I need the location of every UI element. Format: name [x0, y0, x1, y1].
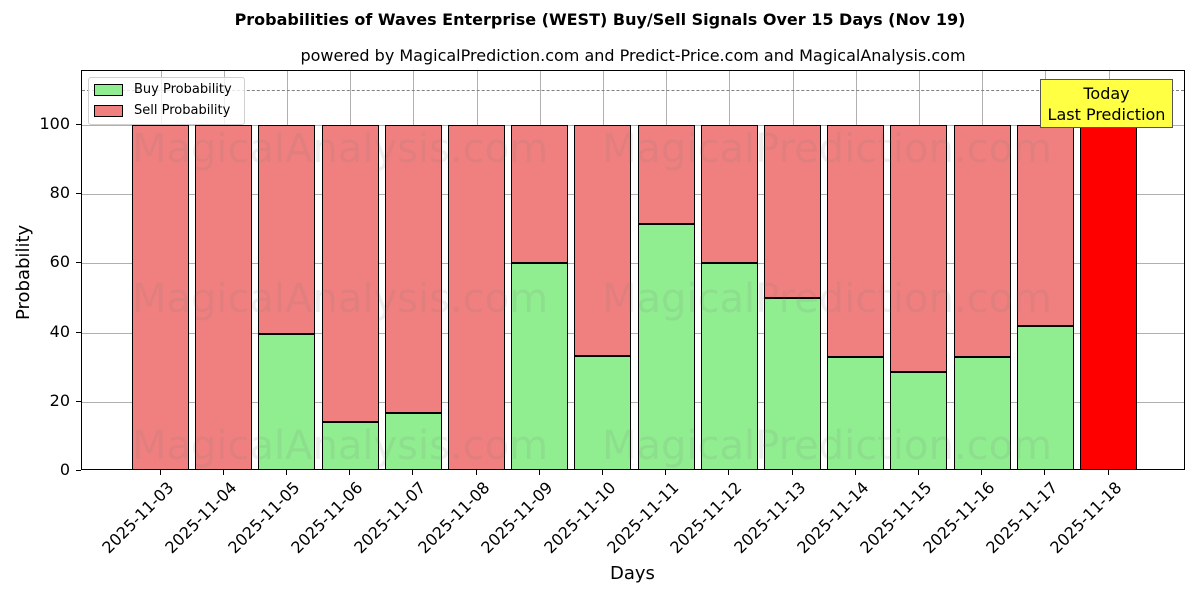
legend-item-buy: Buy Probability: [94, 82, 232, 97]
bar-buy-2025-11-15: [890, 372, 948, 469]
gridline-h: [82, 263, 1184, 265]
bar-sell-2025-11-11: [637, 125, 695, 225]
legend-swatch-buy: [94, 83, 123, 96]
chart-subtitle: powered by MagicalPrediction.com and Pre…: [300, 46, 966, 65]
bar-sell-2025-11-14: [827, 125, 885, 357]
y-tick-mark: [76, 400, 81, 402]
plot-area: MagicalAnalysis.comMagicalPrediction.com…: [81, 70, 1185, 470]
bar-buy-2025-11-16: [953, 356, 1011, 469]
legend-label-sell: Sell Probability: [134, 103, 231, 118]
x-tick-mark: [791, 470, 793, 475]
legend-item-sell: Sell Probability: [94, 103, 230, 118]
bar-buy-2025-11-09: [511, 263, 569, 469]
bar-buy-2025-11-07: [384, 412, 442, 469]
gridline-h: [82, 401, 1184, 403]
bar-sell-2025-11-12: [700, 125, 758, 264]
bar-sell-2025-11-10: [574, 125, 632, 356]
y-tick-mark: [76, 470, 81, 471]
bar-sell-2025-11-07: [384, 125, 442, 413]
bar-sell-2025-11-05: [258, 125, 316, 334]
x-tick-mark: [601, 470, 603, 475]
bar-buy-2025-11-05: [258, 333, 316, 469]
x-tick-mark: [285, 470, 287, 475]
y-tick-label: 100: [39, 114, 70, 133]
y-tick-mark: [76, 193, 81, 195]
bar-buy-2025-11-13: [764, 298, 821, 469]
bar-sell-2025-11-17: [1016, 125, 1074, 326]
bar-sell-2025-11-03: [132, 125, 189, 469]
bar-buy-2025-11-14: [827, 356, 885, 469]
legend-label-buy: Buy Probability: [134, 82, 232, 97]
bar-sell-2025-11-15: [890, 125, 948, 373]
y-tick-label: 80: [49, 183, 70, 203]
x-tick-mark: [159, 470, 161, 475]
today-annotation: Today Last Prediction: [1040, 79, 1173, 128]
y-axis-label: Probability: [13, 224, 34, 320]
y-tick-label: 60: [49, 252, 70, 272]
gridline-h: [82, 332, 1184, 334]
x-tick-mark: [222, 470, 224, 475]
x-tick-mark: [917, 470, 919, 475]
bar-buy-2025-11-12: [700, 263, 758, 469]
legend-swatch-sell: [94, 104, 123, 117]
x-tick-mark: [475, 470, 477, 475]
y-tick-mark: [76, 262, 81, 264]
bar-buy-2025-11-11: [637, 224, 695, 469]
x-axis-label: Days: [610, 563, 655, 584]
annotation-line-2: Last Prediction: [1047, 105, 1166, 124]
gridline-h: [82, 125, 1184, 126]
gridline-h: [82, 194, 1184, 196]
bar-sell-2025-11-18: [1080, 125, 1137, 469]
x-tick-mark: [1107, 470, 1109, 475]
x-tick-mark: [981, 470, 983, 475]
bar-sell-2025-11-06: [321, 125, 379, 422]
x-tick-mark: [854, 470, 856, 475]
y-tick-label: 0: [59, 460, 70, 479]
y-tick-mark: [76, 331, 81, 333]
bar-buy-2025-11-17: [1016, 325, 1074, 469]
bar-buy-2025-11-06: [321, 421, 379, 469]
x-tick-mark: [412, 470, 414, 475]
y-tick-label: 20: [49, 390, 70, 410]
x-tick-mark: [1044, 470, 1046, 475]
bar-sell-2025-11-09: [511, 125, 569, 264]
x-tick-mark: [665, 470, 667, 475]
bar-sell-2025-11-08: [448, 125, 505, 469]
bar-sell-2025-11-04: [195, 125, 253, 469]
x-tick-mark: [538, 470, 540, 475]
bar-sell-2025-11-13: [764, 125, 821, 298]
chart-title: Probabilities of Waves Enterprise (WEST)…: [234, 10, 966, 29]
y-tick-mark: [76, 124, 81, 125]
x-tick-mark: [728, 470, 730, 475]
x-tick-mark: [349, 470, 351, 475]
annotation-line-1: Today: [1083, 84, 1130, 103]
bar-buy-2025-11-10: [574, 355, 632, 469]
bar-sell-2025-11-16: [953, 125, 1011, 357]
y-tick-label: 40: [49, 321, 70, 341]
reference-line: [82, 90, 1184, 92]
legend: Buy Probability Sell Probability: [88, 77, 245, 125]
